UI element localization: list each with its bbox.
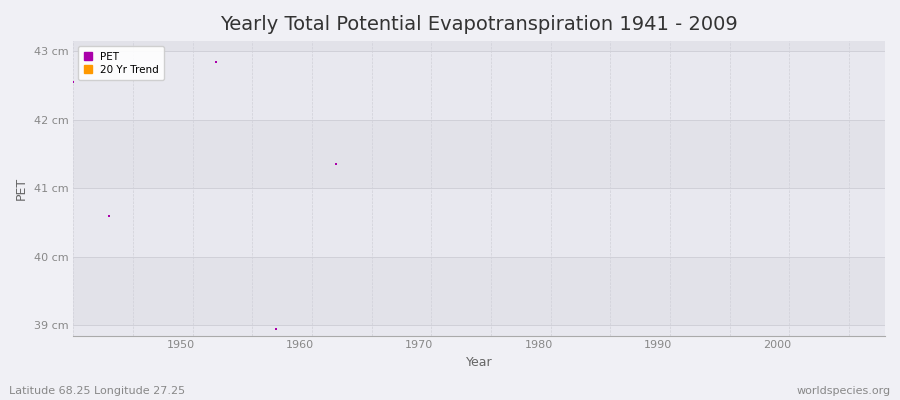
Y-axis label: PET: PET <box>15 177 28 200</box>
Text: worldspecies.org: worldspecies.org <box>796 386 891 396</box>
Bar <box>73 188 885 257</box>
Point <box>269 326 284 332</box>
X-axis label: Year: Year <box>466 356 492 369</box>
Bar <box>73 325 885 336</box>
Legend: PET, 20 Yr Trend: PET, 20 Yr Trend <box>78 46 164 80</box>
Point <box>66 79 80 86</box>
Bar <box>73 41 885 51</box>
Bar <box>73 120 885 188</box>
Title: Yearly Total Potential Evapotranspiration 1941 - 2009: Yearly Total Potential Evapotranspiratio… <box>220 15 738 34</box>
Text: Latitude 68.25 Longitude 27.25: Latitude 68.25 Longitude 27.25 <box>9 386 185 396</box>
Point <box>328 161 343 168</box>
Bar <box>73 257 885 325</box>
Point <box>102 212 116 219</box>
Point <box>209 58 223 65</box>
Bar <box>73 51 885 120</box>
